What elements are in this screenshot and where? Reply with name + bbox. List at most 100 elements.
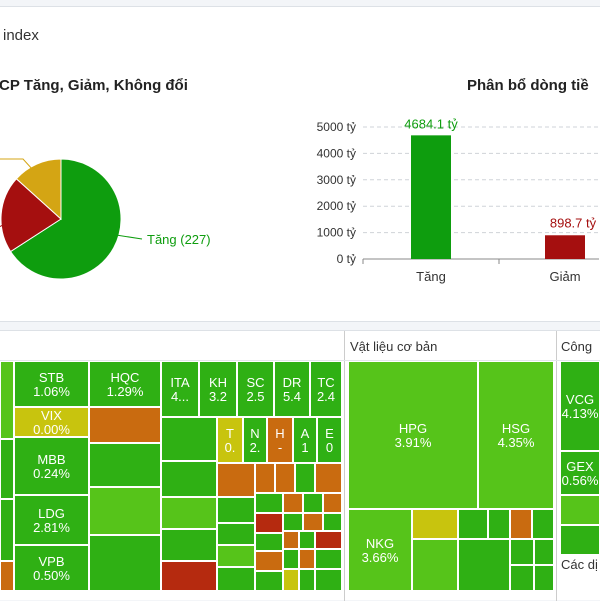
index-label: index — [3, 27, 39, 44]
treemap-cell-nkg[interactable]: NKG 3.66% — [348, 509, 412, 591]
treemap-cell[interactable] — [89, 407, 161, 443]
treemap-cell-ita[interactable]: ITA 4... — [161, 361, 199, 417]
treemap-cell[interactable] — [323, 493, 342, 513]
treemap-cell[interactable] — [255, 533, 283, 551]
treemap-cell-h[interactable]: H- — [267, 417, 293, 463]
treemap-cell-hsg[interactable]: HSG 4.35% — [478, 361, 554, 509]
treemap-cell[interactable] — [89, 443, 161, 487]
treemap-cell[interactable] — [303, 493, 323, 513]
treemap-cell[interactable] — [510, 565, 534, 591]
treemap-cell[interactable] — [532, 509, 554, 539]
pie-chart-title: CP Tăng, Giảm, Không đổi — [0, 77, 188, 94]
treemap-cell-hpg[interactable]: HPG 3.91% — [348, 361, 478, 509]
treemap-cell[interactable] — [217, 523, 255, 545]
treemap-cell[interactable] — [0, 439, 14, 499]
panel-divider — [344, 331, 345, 601]
treemap-cell-vpb[interactable]: VPB 0.50% — [14, 545, 89, 591]
treemap-cell[interactable] — [255, 513, 283, 533]
treemap-cell-ldg[interactable]: LDG 2.81% — [14, 495, 89, 545]
treemap-cell-stb[interactable]: STB 1.06% — [14, 361, 89, 407]
treemap-cell[interactable] — [283, 531, 299, 549]
ticker-change: 3.2 — [208, 389, 228, 404]
treemap-cell[interactable] — [161, 417, 217, 461]
treemap-cell[interactable] — [488, 509, 510, 539]
ticker-change: 4.35% — [497, 435, 535, 450]
ticker-change: 2.4 — [316, 389, 336, 404]
treemap-cell[interactable] — [161, 561, 217, 591]
treemap-cell[interactable] — [217, 567, 255, 591]
treemap-cell-mbb[interactable]: MBB 0.24% — [14, 437, 89, 495]
treemap-cell-gex[interactable]: GEX 0.56% — [560, 451, 600, 495]
treemap-cell[interactable] — [315, 531, 342, 549]
treemap-cell[interactable] — [283, 513, 303, 531]
treemap-cell-t[interactable]: T 0. — [217, 417, 243, 463]
treemap-cell-sc[interactable]: SC 2.5 — [237, 361, 274, 417]
treemap-cell[interactable] — [283, 549, 299, 569]
bar-down[interactable] — [545, 235, 585, 259]
treemap-cell[interactable] — [217, 545, 255, 567]
treemap-cell[interactable] — [458, 509, 488, 539]
bar-y-tick-label: 2000 tỷ — [317, 199, 356, 213]
panel-header-materials: Vật liệu cơ bản — [350, 339, 438, 354]
pie-slice-unchanged[interactable] — [15, 158, 62, 221]
ticker-code: HQC — [110, 370, 140, 385]
treemap-cell[interactable] — [315, 569, 342, 591]
treemap-cell[interactable] — [255, 493, 283, 513]
ticker-change: 2. — [249, 440, 261, 455]
treemap-cell[interactable] — [458, 539, 510, 591]
treemap-cell[interactable] — [560, 525, 600, 555]
treemap-cell[interactable] — [275, 463, 295, 493]
treemap-cell[interactable] — [534, 539, 554, 565]
treemap-cell[interactable] — [89, 487, 161, 535]
treemap-cell[interactable] — [299, 531, 315, 549]
treemap-cell-vix[interactable]: VIX 0.00% — [14, 407, 89, 437]
treemap-cell[interactable] — [255, 463, 275, 493]
ticker-change: 0. — [224, 440, 236, 455]
pie-slice-down[interactable] — [0, 178, 62, 253]
treemap-cell[interactable] — [161, 461, 217, 497]
treemap-cell[interactable] — [283, 569, 299, 591]
ticker-code: T — [226, 426, 234, 441]
treemap-cell[interactable] — [299, 569, 315, 591]
ticker-change: 0.50% — [33, 568, 70, 583]
treemap-cell[interactable] — [315, 549, 342, 569]
treemap-cell[interactable] — [255, 551, 283, 571]
ticker-change: 3.66% — [361, 550, 399, 565]
bar-y-tick-label: 5000 tỷ — [317, 120, 356, 134]
treemap-cell[interactable] — [315, 463, 342, 493]
treemap-cell-hqc[interactable]: HQC 1.29% — [89, 361, 161, 407]
ticker-code: E — [325, 426, 334, 441]
treemap-cell[interactable] — [0, 561, 14, 591]
bar-up[interactable] — [411, 135, 451, 259]
treemap-cell[interactable] — [510, 539, 534, 565]
treemap-cell[interactable] — [255, 571, 283, 591]
treemap-cell-n[interactable]: N 2. — [243, 417, 267, 463]
treemap-cell[interactable] — [560, 495, 600, 525]
treemap-cell[interactable] — [303, 513, 323, 531]
treemap-cell[interactable] — [412, 539, 458, 591]
ticker-code: MBB — [37, 452, 66, 467]
ticker-code: H — [275, 426, 285, 441]
treemap-cell[interactable] — [217, 497, 255, 523]
treemap-cell[interactable] — [89, 535, 161, 591]
treemap-cell[interactable] — [412, 509, 458, 539]
treemap-cell[interactable] — [283, 493, 303, 513]
treemap-cell[interactable] — [510, 509, 532, 539]
pie-slice-up[interactable] — [9, 158, 122, 280]
treemap-cell[interactable] — [0, 499, 14, 561]
treemap-cell[interactable] — [217, 463, 255, 497]
treemap-cell[interactable] — [161, 529, 217, 561]
treemap-cell-vcg[interactable]: VCG 4.13% — [560, 361, 600, 451]
treemap-cell[interactable] — [299, 549, 315, 569]
treemap-cell-dr[interactable]: DR 5.4 — [274, 361, 310, 417]
treemap-cell[interactable] — [323, 513, 342, 531]
treemap-cell[interactable] — [534, 565, 554, 591]
ticker-change: 2.5 — [246, 389, 265, 404]
treemap-cell[interactable] — [161, 497, 217, 529]
treemap-cell[interactable] — [0, 361, 14, 439]
treemap-cell-tc[interactable]: TC 2.4 — [310, 361, 342, 417]
treemap-cell[interactable] — [295, 463, 315, 493]
treemap-cell-kh[interactable]: KH 3.2 — [199, 361, 237, 417]
